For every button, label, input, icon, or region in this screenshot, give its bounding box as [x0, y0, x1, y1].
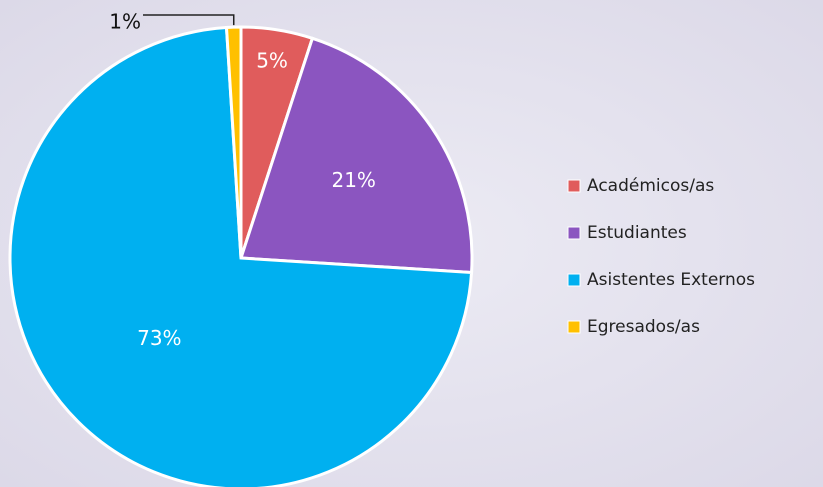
data-label: 1%	[109, 10, 141, 34]
legend-label: Académicos/as	[587, 176, 714, 196]
data-label: 73%	[137, 326, 181, 350]
data-label: 5%	[256, 48, 288, 72]
legend-swatch	[567, 320, 581, 334]
pie-slice	[238, 36, 474, 275]
legend-swatch	[567, 273, 581, 287]
legend-swatch	[567, 226, 581, 240]
legend-label: Egresados/as	[587, 317, 700, 337]
legend-swatch	[567, 179, 581, 193]
legend-label: Asistentes Externos	[587, 270, 755, 290]
leader-line	[143, 14, 235, 26]
data-label: 21%	[331, 168, 375, 192]
legend-label: Estudiantes	[587, 223, 687, 243]
pie-slice	[224, 25, 243, 259]
